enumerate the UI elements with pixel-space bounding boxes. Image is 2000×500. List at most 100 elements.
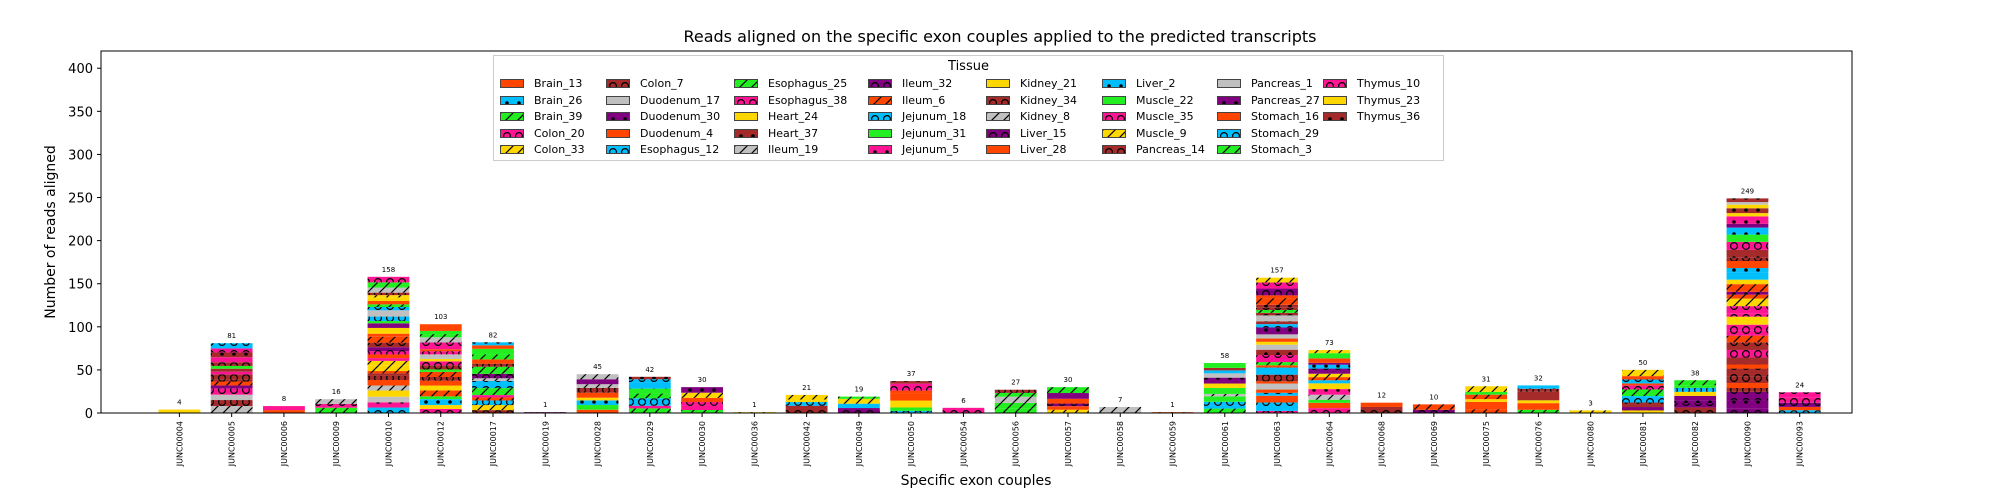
total-label-junc00009: 16	[332, 388, 341, 396]
x-tick-label-junc00042: JUNC00042	[803, 421, 812, 467]
x-tick-label-junc00059: JUNC00059	[1169, 421, 1178, 467]
bar-segment-junc00090-pancreas_14	[1726, 376, 1769, 384]
bar-segment-junc00090-heart_37	[1726, 198, 1769, 203]
bar-segment-junc00017-liver_2	[472, 342, 514, 346]
total-label-junc00057: 30	[1064, 376, 1073, 384]
bar-segment-junc00061-thymus_36	[1203, 367, 1246, 371]
bar-segment-junc00012-heart_24	[419, 405, 462, 409]
bar-segment-junc00082-brain_39	[1674, 380, 1717, 386]
x-tick-label-junc00036: JUNC00036	[750, 421, 759, 467]
bar-segment-junc00081-muscle_35	[1622, 385, 1664, 390]
legend-swatch	[1102, 95, 1126, 105]
bar-segment-junc00049-liver_2	[837, 403, 880, 409]
bar-segment-junc00012-thymus_10	[419, 351, 462, 355]
bar-segment-junc00090-esophagus_38	[1726, 313, 1769, 317]
bar-segment-junc00090-esophagus_38	[1726, 349, 1769, 358]
legend-swatch	[868, 112, 892, 121]
bar-segment-junc00056-stomach_3	[994, 392, 1037, 397]
bar-segment-junc00090-colon_7	[1726, 387, 1769, 392]
bar-segment-junc00017-kidney_34	[472, 410, 514, 413]
bar-segment-junc00010-pancreas_1	[367, 396, 410, 403]
bar-segment-junc00064-pancreas_27	[1308, 362, 1351, 365]
total-label-junc00068: 12	[1377, 392, 1386, 400]
y-tick-label: 200	[68, 235, 93, 250]
bar-segment-junc00082-esophagus_12	[1674, 387, 1717, 392]
bar-segment-junc00061-jejunum_18	[1203, 370, 1246, 374]
bar-segment-junc00030-duodenum_4	[681, 397, 723, 403]
bar-segment-junc00010-ileum_19	[367, 385, 410, 391]
bar-segment-junc00064-stomach_16	[1308, 402, 1351, 409]
y-tick-label: 100	[68, 321, 93, 336]
bar-segment-junc00058-kidney_8	[1099, 406, 1142, 413]
legend-label: Stomach_16	[1251, 110, 1319, 123]
bar-segment-junc00090-colon_7	[1726, 342, 1769, 350]
legend-swatch	[1217, 112, 1241, 121]
bar-segment-junc00012-jejunum_31	[419, 396, 462, 400]
x-tick-label-junc00050: JUNC00050	[907, 421, 916, 467]
legend-swatch	[1323, 95, 1347, 105]
bar-segment-junc00012-esophagus_38	[419, 342, 462, 350]
bar-segment-junc00090-liver_15	[1726, 408, 1769, 413]
legend-label: Muscle_22	[1136, 93, 1194, 107]
bar-segment-junc00005-muscle_35	[210, 388, 253, 395]
x-tick-label-junc00082: JUNC00082	[1691, 421, 1700, 467]
bar-segment-junc00090-jejunum_5	[1726, 216, 1769, 222]
legend-swatch	[986, 112, 1010, 121]
total-label-junc00080: 3	[1588, 399, 1592, 407]
bar-segment-junc00068-liver_28	[1360, 402, 1403, 407]
bar-segment-junc00010-jejunum_5	[367, 402, 410, 408]
bar-segment-junc00063-brain_39	[1256, 309, 1298, 313]
legend-label: Brain_26	[534, 93, 583, 107]
bar-segment-junc00090-pancreas_27	[1726, 223, 1769, 228]
bar-segment-junc00050-brain_13	[890, 393, 933, 401]
bar-segment-junc00063-liver_28	[1256, 381, 1298, 384]
bar-segment-junc00017-pancreas_14	[472, 363, 514, 367]
x-tick-label-junc00093: JUNC00093	[1796, 421, 1805, 467]
x-tick-label-junc00068: JUNC00068	[1378, 421, 1387, 467]
bar-segment-junc00076-brain_13	[1517, 403, 1560, 410]
legend-label: Pancreas_1	[1251, 77, 1313, 90]
bar-segment-junc00042-colon_33	[785, 394, 828, 400]
bar-segment-junc00017-liver_28	[472, 359, 514, 364]
bar-segment-junc00012-duodenum_4	[419, 349, 462, 352]
bar-segment-junc00090-ileum_6	[1726, 294, 1769, 299]
legend-swatch	[500, 95, 524, 105]
bar-segment-junc00010-colon_33	[367, 365, 410, 371]
legend-label: Heart_24	[768, 110, 819, 123]
bar-segment-junc00029-thymus_36	[628, 376, 671, 380]
bar-segment-junc00050-jejunum_31	[890, 407, 933, 411]
x-axis: JUNC00004 JUNC00005 JUNC00006 JUNC00009 JUNC…	[175, 413, 1805, 467]
bar-segment-junc00017-jejunum_5	[472, 395, 514, 398]
total-label-junc00036: 1	[752, 401, 756, 409]
total-label-junc00030: 30	[698, 376, 707, 384]
bar-segment-junc00090-kidney_21	[1726, 279, 1769, 285]
legend-label: Brain_39	[534, 110, 583, 123]
bar-segment-junc00075-ileum_6	[1465, 394, 1508, 400]
bar-segment-junc00017-brain_39	[472, 388, 514, 396]
bar-segment-junc00017-ileum_6	[472, 397, 514, 401]
bar-segment-junc00009-brain_39	[315, 407, 358, 413]
bar-segment-junc00010-stomach_3	[367, 304, 410, 307]
bar-segment-junc00063-ileum_6	[1256, 298, 1298, 305]
bar-segment-junc00064-thymus_10	[1308, 408, 1351, 413]
bar-segment-junc00063-pancreas_1	[1256, 383, 1298, 390]
legend-swatch	[606, 95, 630, 105]
legend-label: Kidney_34	[1020, 93, 1077, 107]
bar-segment-junc00090-stomach_16	[1726, 364, 1769, 369]
legend-label: Stomach_29	[1251, 126, 1319, 140]
bar-segment-junc00081-stomach_16	[1622, 383, 1664, 386]
total-label-junc00019: 1	[543, 401, 547, 409]
bar-segment-junc00005-pancreas_14	[210, 362, 253, 366]
total-label-junc00082: 38	[1691, 369, 1700, 377]
total-label-junc00049: 19	[854, 386, 863, 394]
bar-segment-junc00063-duodenum_17	[1256, 334, 1298, 339]
total-label-junc00058: 7	[1118, 396, 1122, 404]
bar-segment-junc00081-esophagus_12	[1622, 379, 1664, 384]
bar-segment-junc00012-kidney_21	[419, 385, 462, 391]
bar-segment-junc00010-ileum_6	[367, 336, 410, 343]
total-label-junc00056: 27	[1011, 379, 1020, 387]
x-tick-label-junc00029: JUNC00029	[646, 421, 655, 467]
bar-segment-junc00050-esophagus_12	[890, 410, 933, 413]
legend-swatch	[868, 79, 892, 88]
bar-segment-junc00010-liver_28	[367, 301, 410, 305]
